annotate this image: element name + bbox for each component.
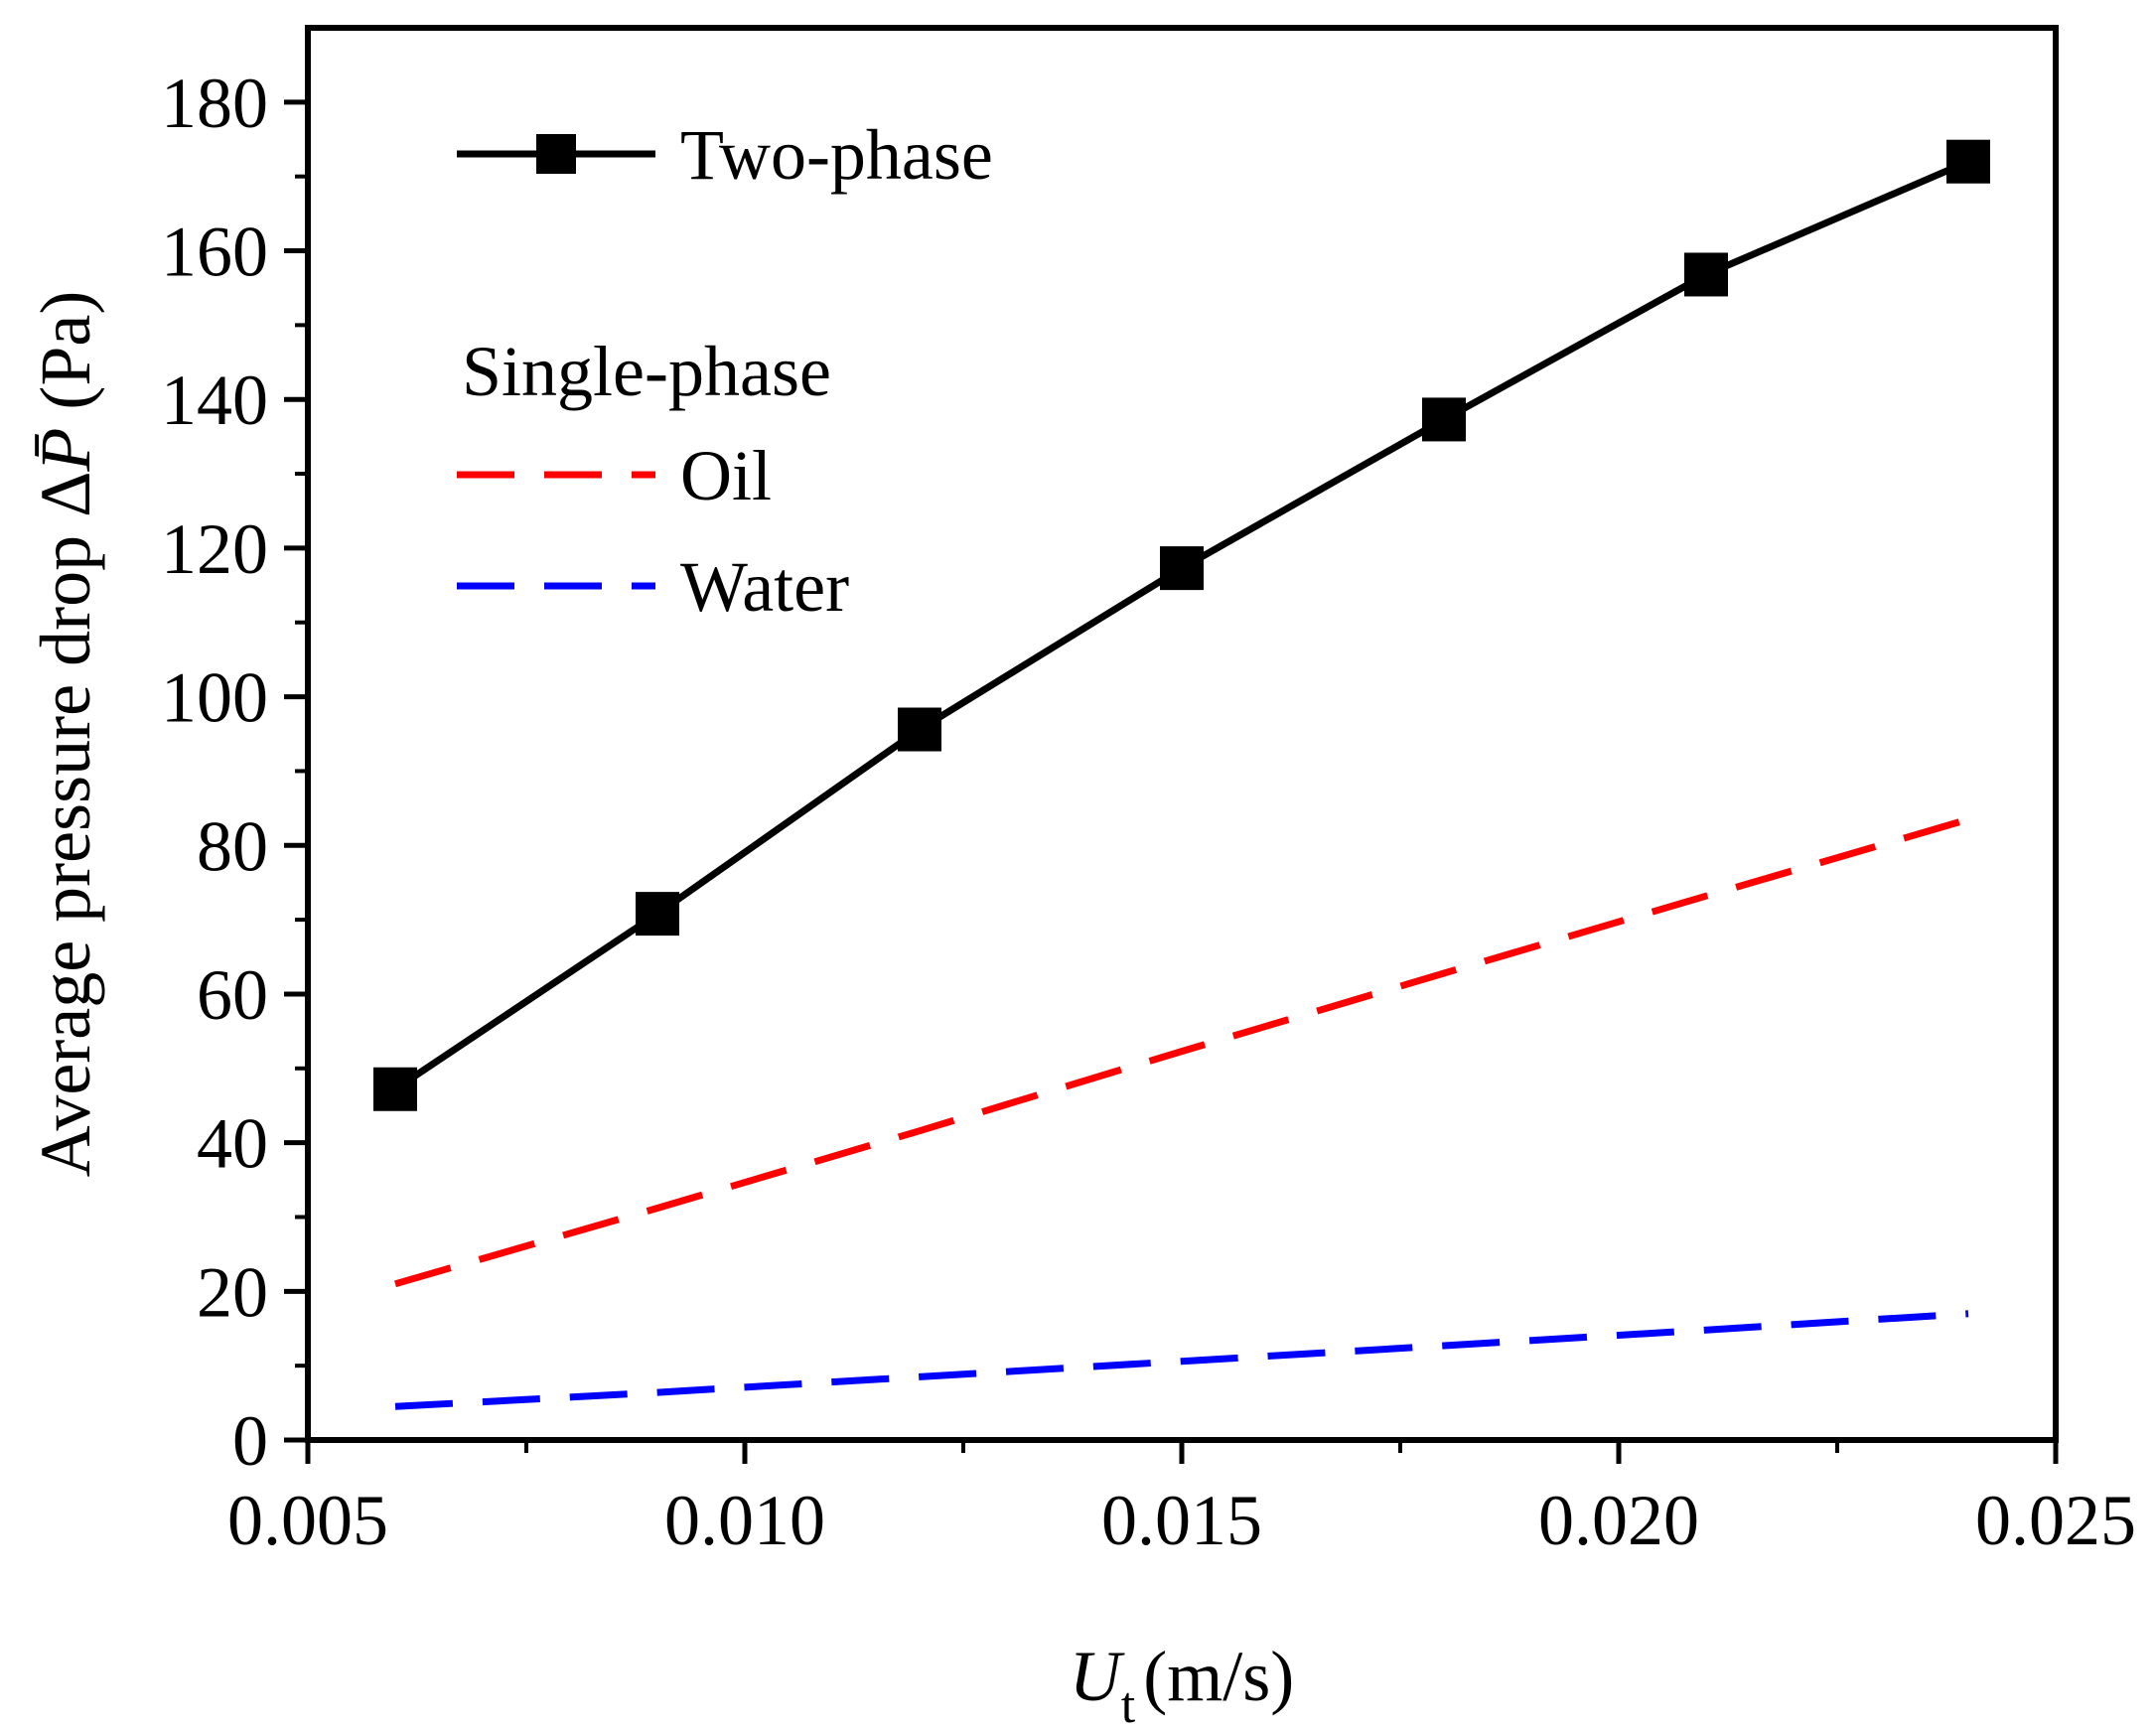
y-axis-prefix: Average pressure drop Δ (26, 472, 105, 1178)
y-axis-label: Average pressure drop ΔP̄ (Pa) (26, 291, 105, 1178)
x-tick-label: 0.015 (1101, 1481, 1262, 1560)
series-two-phase-marker (1422, 397, 1466, 442)
series-two-phase-marker (1160, 546, 1204, 591)
y-tick-label: 20 (197, 1252, 268, 1332)
legend-water-label: Water (680, 547, 849, 627)
series-two-phase-line (393, 158, 1970, 1092)
plot-frame (305, 25, 2059, 1443)
series-water-line (394, 1310, 1969, 1410)
y-tick-label: 80 (197, 806, 268, 886)
x-tick-label: 0.010 (664, 1481, 825, 1560)
x-axis-symbol: U (1070, 1637, 1125, 1716)
y-tick-label: 140 (161, 360, 268, 440)
legend-two-phase-marker (536, 134, 576, 174)
legend-group-title: Single-phase (462, 332, 831, 411)
x-axis-unit: (m/s) (1143, 1637, 1294, 1716)
x-tick-label: 0.020 (1538, 1481, 1699, 1560)
legend: Two-phase Single-phase Oil Water (457, 115, 993, 627)
y-tick-label: 60 (197, 955, 268, 1035)
series-layer (373, 139, 1990, 1410)
series-two-phase-marker (1946, 139, 1990, 184)
x-axis-label: Ut (m/s) (1070, 1637, 1294, 1729)
series-oil-line (394, 815, 1969, 1288)
y-tick-label: 100 (161, 658, 268, 738)
y-axis-symbol: P̄ (26, 428, 105, 473)
y-tick-label: 120 (161, 509, 268, 589)
series-two-phase-marker (373, 1067, 417, 1111)
series-two-phase-marker (636, 892, 679, 937)
ticks-layer: 0.005 0.010 0.015 0.020 0.025 0 20 40 60 80 100 120… (161, 64, 2136, 1560)
legend-oil-label: Oil (680, 436, 772, 515)
y-axis-unit: (Pa) (26, 291, 105, 428)
series-two-phase-marker (898, 707, 941, 752)
y-tick-label: 0 (232, 1401, 268, 1481)
x-tick-label: 0.005 (227, 1481, 388, 1560)
y-tick-label: 180 (161, 64, 268, 143)
x-axis-subscript: t (1121, 1677, 1136, 1729)
x-tick-label: 0.025 (1975, 1481, 2136, 1560)
legend-two-phase-label: Two-phase (680, 115, 993, 195)
y-tick-label: 160 (161, 213, 268, 292)
series-two-phase-marker (1684, 252, 1728, 297)
y-tick-label: 40 (197, 1104, 268, 1184)
